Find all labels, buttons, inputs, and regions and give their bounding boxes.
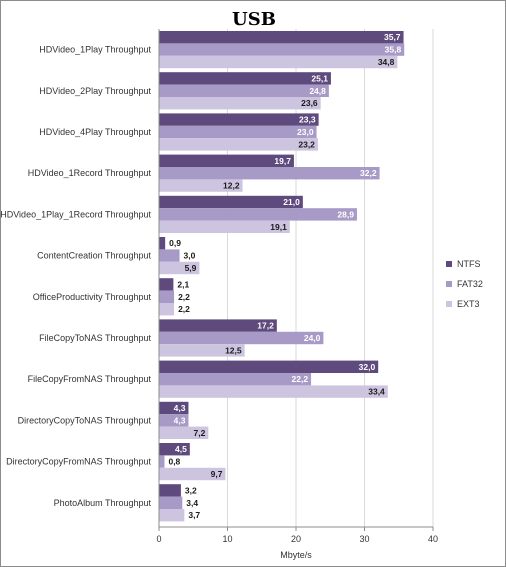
category-label: PhotoAlbum Throughput: [54, 498, 152, 508]
category-label: HDVideo_4Play Throughput: [39, 127, 151, 137]
data-label: 12,2: [223, 181, 240, 191]
legend-swatch-ext3: [446, 301, 452, 307]
bar-ext3: [159, 467, 226, 481]
data-label: 25,1: [311, 73, 328, 83]
bar-ext3: [159, 261, 200, 275]
bar-ext3: [159, 509, 185, 522]
data-label: 23,0: [297, 127, 314, 137]
category-label: DirectoryCopyFromNAS Throughput: [6, 457, 151, 467]
bar-ntfs: [159, 484, 181, 497]
data-label: 5,9: [185, 263, 197, 273]
legend-label-ntfs: NTFS: [457, 259, 481, 269]
chart-title: USB: [232, 9, 276, 30]
bar-ext3: [159, 97, 321, 110]
data-label: 28,9: [337, 209, 354, 219]
bar-fat32: [159, 290, 175, 303]
data-label: 9,7: [211, 469, 223, 479]
data-label: 2,2: [178, 292, 190, 302]
data-label: 23,6: [301, 98, 318, 108]
bar-ntfs: [159, 113, 319, 126]
data-label: 35,8: [385, 45, 402, 55]
data-label: 4,5: [175, 444, 187, 454]
bar-ntfs: [159, 154, 294, 167]
bar-ntfs: [159, 360, 379, 373]
data-label: 24,8: [309, 86, 326, 96]
data-label: 3,0: [184, 251, 196, 261]
data-label: 4,3: [174, 403, 186, 413]
bar-fat32: [159, 331, 324, 345]
data-label: 19,7: [274, 156, 291, 166]
bar-fat32: [159, 208, 357, 221]
data-label: 24,0: [304, 333, 321, 343]
bar-ext3: [159, 303, 175, 316]
bar-ntfs: [159, 31, 404, 44]
category-label: HDVideo_1Play_1Record Throughput: [1, 209, 151, 219]
category-label: FileCopyFromNAS Throughput: [28, 374, 152, 384]
data-label: 19,1: [270, 222, 287, 232]
data-label: 3,2: [185, 485, 197, 495]
data-label: 2,2: [178, 304, 190, 314]
category-label: HDVideo_2Play Throughput: [39, 86, 151, 96]
x-tick-label: 10: [222, 534, 232, 544]
x-axis-title: Mbyte/s: [280, 550, 312, 560]
data-label: 12,5: [225, 345, 242, 355]
data-label: 32,0: [359, 362, 376, 372]
category-label: HDVideo_1Record Throughput: [28, 168, 152, 178]
x-tick-label: 20: [291, 534, 301, 544]
legend-label-fat32: FAT32: [457, 279, 483, 289]
bar-ext3: [159, 344, 245, 357]
bar-ntfs: [159, 319, 277, 332]
data-label: 23,3: [299, 115, 316, 125]
bar-ext3: [159, 220, 290, 233]
data-label: 0,8: [168, 457, 180, 467]
legend-swatch-ntfs: [446, 261, 452, 267]
bar-ntfs: [159, 401, 189, 415]
category-label: ContentCreation Throughput: [37, 251, 151, 261]
data-label: 2,1: [177, 279, 189, 289]
legend-label-ext3: EXT3: [457, 299, 480, 309]
bar-fat32: [159, 414, 189, 427]
bar-ext3: [159, 385, 388, 398]
bar-fat32: [159, 496, 183, 509]
data-label: 4,3: [174, 415, 186, 425]
data-label: 34,8: [378, 57, 395, 67]
data-label: 33,4: [368, 387, 385, 397]
legend-swatch-fat32: [446, 281, 452, 287]
category-label: HDVideo_1Play Throughput: [39, 45, 151, 55]
bar-fat32: [159, 455, 165, 468]
bar-fat32: [159, 43, 405, 56]
data-label: 22,2: [292, 374, 309, 384]
bar-ntfs: [159, 195, 303, 209]
data-label: 35,7: [384, 32, 401, 42]
x-tick-label: 40: [428, 534, 438, 544]
category-label: DirectoryCopyToNAS Throughput: [18, 415, 152, 425]
x-tick-label: 30: [359, 534, 369, 544]
bar-ntfs: [159, 278, 174, 291]
category-label: FileCopyToNAS Throughput: [39, 333, 151, 343]
data-label: 21,0: [283, 197, 300, 207]
data-label: 17,2: [257, 321, 274, 331]
bar-ext3: [159, 179, 243, 192]
data-label: 3,4: [186, 498, 198, 508]
bar-ext3: [159, 426, 209, 439]
data-label: 7,2: [193, 428, 205, 438]
bar-ext3: [159, 138, 318, 151]
bar-ntfs: [159, 443, 190, 456]
data-label: 32,2: [360, 168, 377, 178]
data-label: 0,9: [169, 238, 181, 248]
bar-fat32: [159, 84, 329, 97]
bar-ext3: [159, 55, 398, 69]
bar-fat32: [159, 373, 312, 386]
data-label: 23,2: [298, 139, 315, 149]
category-label: OfficeProductivity Throughput: [33, 292, 152, 302]
bar-ntfs: [159, 237, 166, 250]
data-label: 3,7: [188, 510, 200, 520]
bar-fat32: [159, 249, 180, 262]
bar-fat32: [159, 125, 317, 139]
bar-fat32: [159, 167, 380, 180]
x-tick-label: 0: [156, 534, 161, 544]
bar-ntfs: [159, 72, 331, 85]
